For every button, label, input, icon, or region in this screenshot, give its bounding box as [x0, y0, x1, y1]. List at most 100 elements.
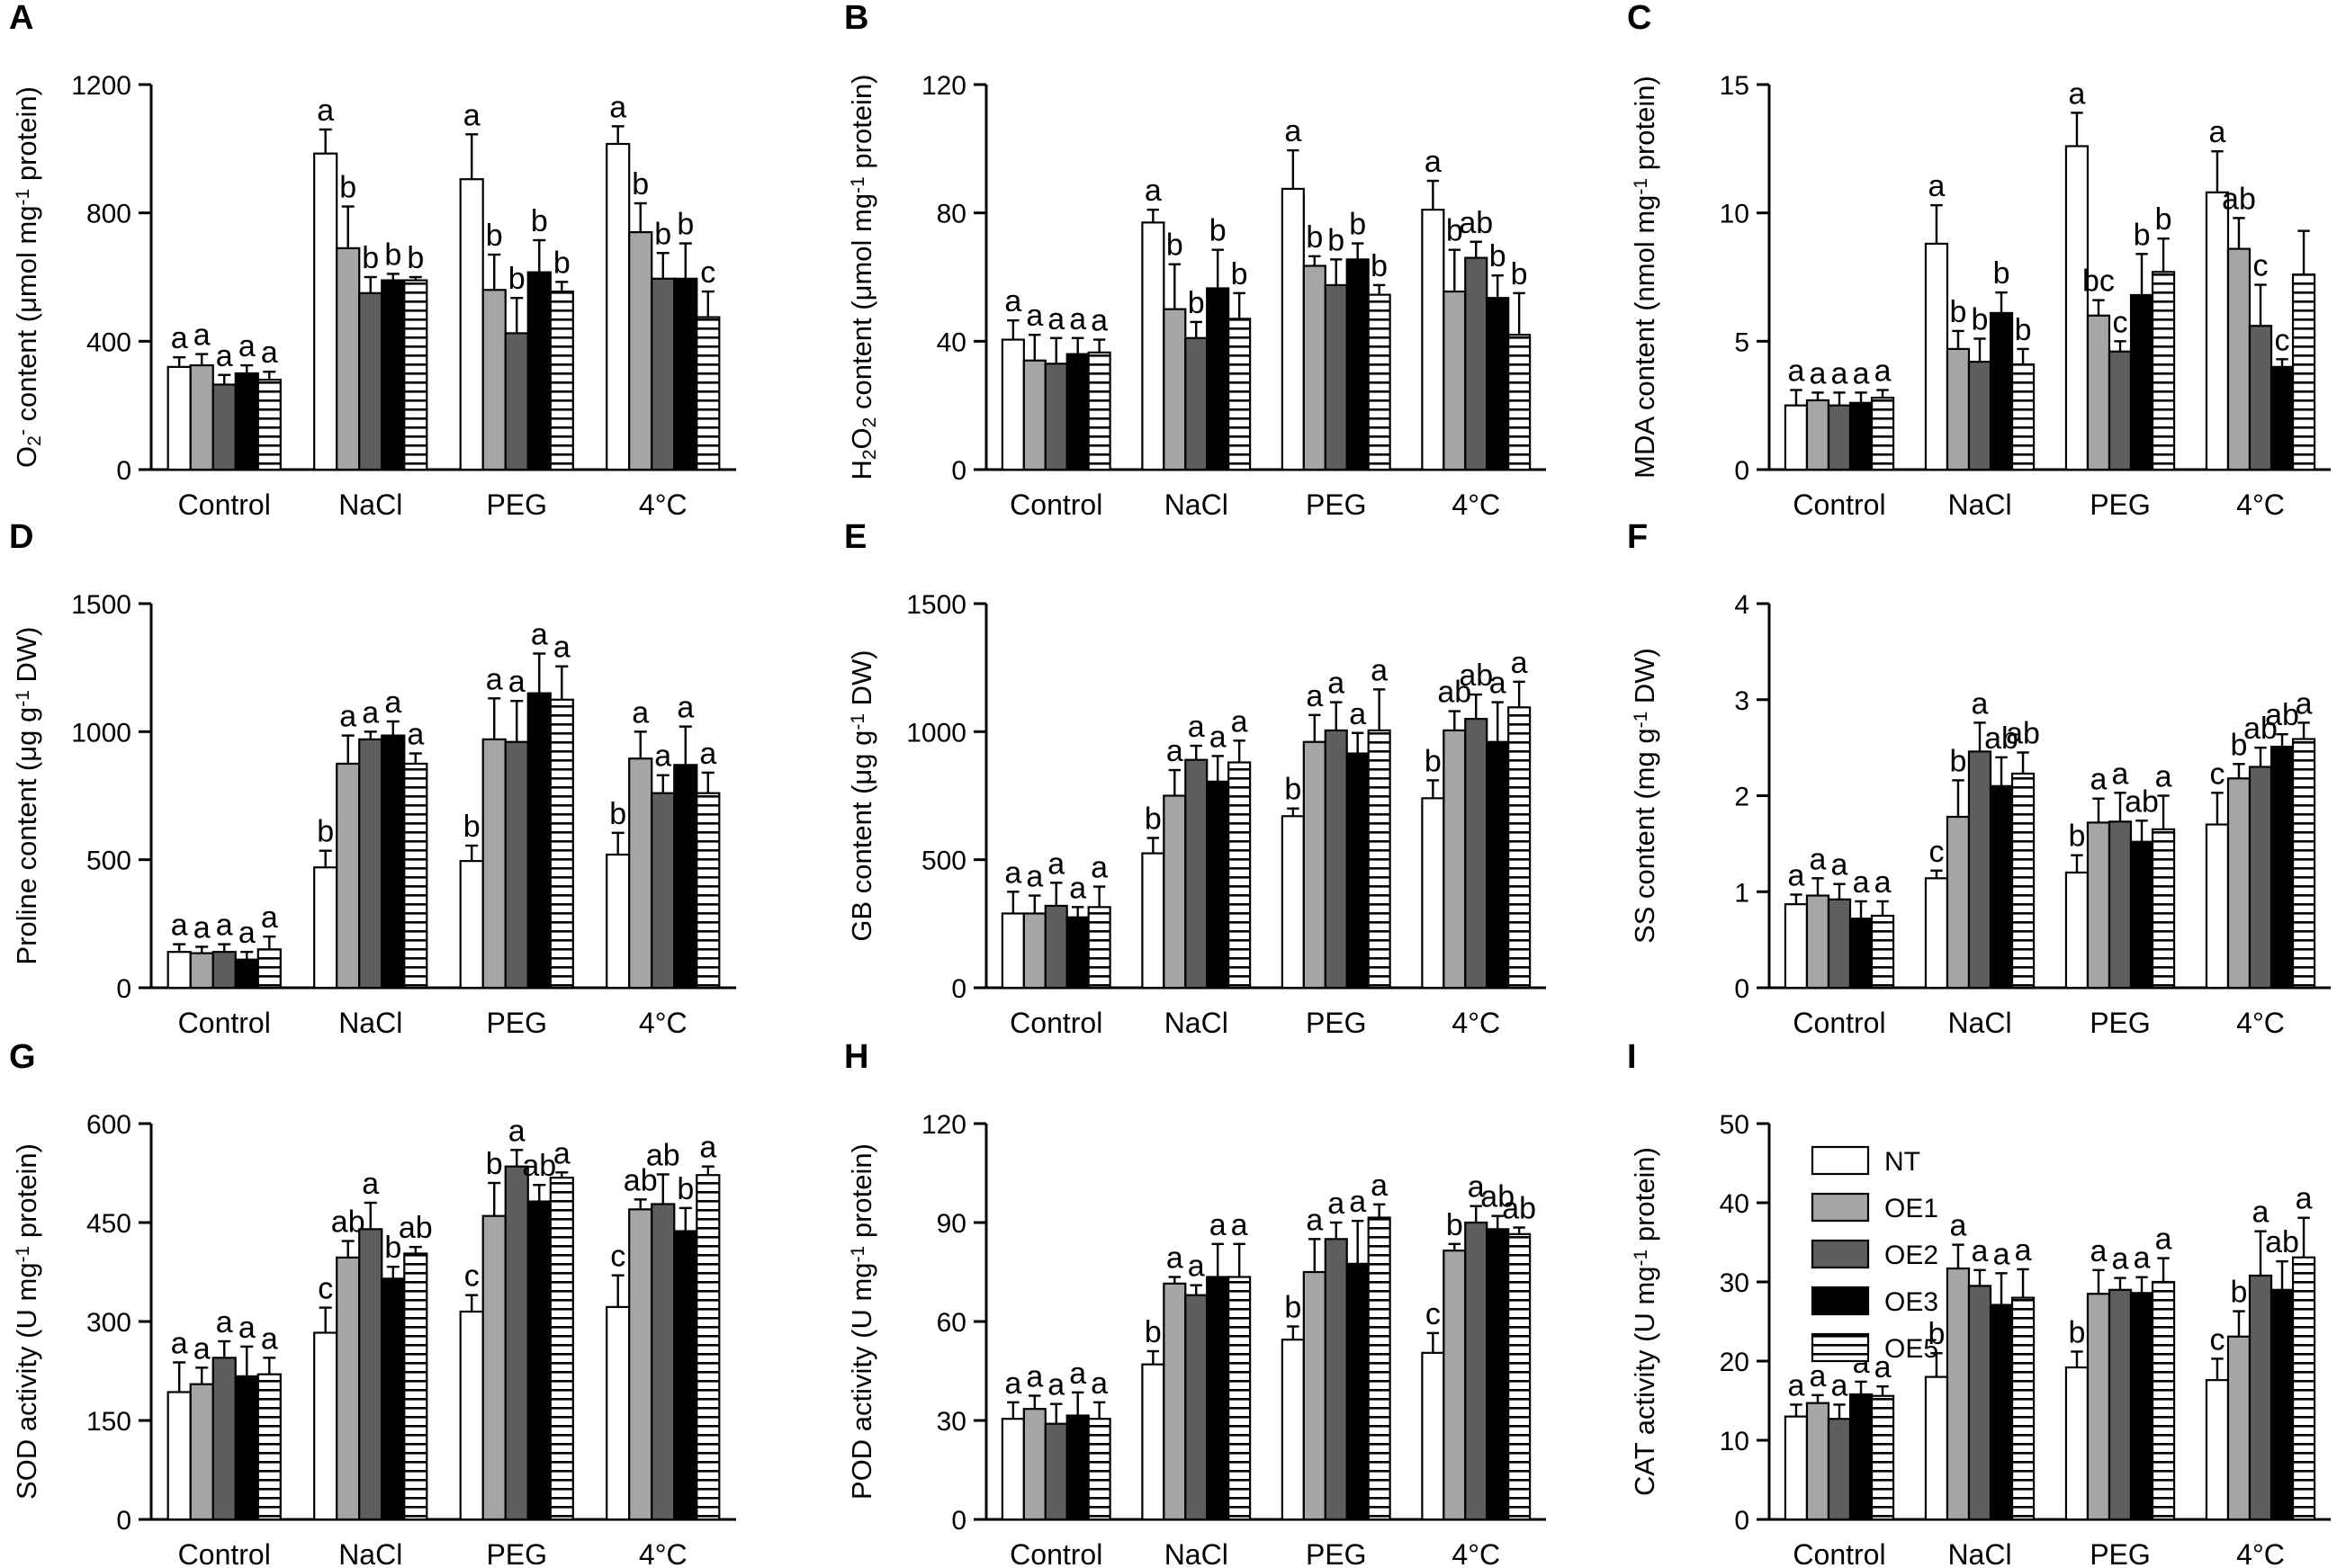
significance-letter: b: [362, 241, 379, 275]
bar-oe2: [651, 277, 676, 471]
bar-oe2: [1044, 363, 1068, 471]
significance-letter: b: [508, 262, 526, 296]
bar-nt: [606, 853, 631, 990]
significance-letter: c: [2275, 323, 2290, 357]
x-category-label: 4°C: [2236, 488, 2285, 521]
bar-oe1: [2086, 314, 2111, 471]
bar-oe5: [2151, 1280, 2176, 1521]
significance-letter: a: [463, 98, 481, 132]
significance-letter: c: [1928, 835, 1944, 869]
bar-nt: [1141, 852, 1165, 990]
significance-letter: a: [1787, 858, 1804, 892]
significance-letter: b: [654, 217, 671, 251]
panel-letter: A: [9, 0, 33, 37]
bar-oe2: [1464, 256, 1488, 471]
bar-oe5: [256, 379, 282, 471]
bar-oe5: [1870, 1394, 1895, 1521]
significance-letter: a: [1787, 1368, 1804, 1402]
significance-letter: a: [216, 909, 233, 943]
bar-nt: [1924, 242, 1949, 471]
bar-nt: [1001, 338, 1025, 471]
significance-letter: a: [1853, 865, 1870, 900]
bar-nt: [1784, 404, 1809, 471]
significance-letter: b: [317, 815, 334, 849]
significance-letter: c: [318, 1272, 333, 1306]
significance-letter: b: [677, 1172, 694, 1206]
significance-letter: b: [1446, 1208, 1463, 1242]
bar-oe1: [336, 1256, 361, 1521]
bar-oe1: [1302, 264, 1326, 471]
y-tick-label: 0: [951, 1506, 966, 1536]
significance-letter: b: [1511, 257, 1528, 291]
y-axis-title-part: content (μmol mg: [846, 193, 877, 417]
x-category-label: 4°C: [639, 488, 688, 521]
panel-letter: G: [9, 1038, 36, 1076]
significance-letter: b: [2231, 728, 2248, 762]
y-axis-title-part: -1: [13, 1246, 33, 1263]
legend-label-oe5: OE5: [1884, 1334, 1938, 1364]
significance-letter: b: [1993, 256, 2010, 291]
bar-oe3: [381, 734, 406, 990]
y-tick-label: 80: [937, 200, 966, 229]
x-category-label: 4°C: [2236, 1538, 2285, 1568]
y-tick-label: 10: [1720, 200, 1749, 229]
significance-letter: a: [553, 1136, 571, 1170]
y-axis-title-part: 2: [24, 435, 45, 446]
bar-nt: [2064, 871, 2090, 990]
y-axis-title-part: -1: [1631, 1250, 1651, 1267]
bar-oe3: [1065, 916, 1090, 990]
x-category-label: 4°C: [1452, 1538, 1500, 1568]
x-category-label: PEG: [1306, 1538, 1367, 1568]
bar-oe2: [1827, 1418, 1852, 1521]
y-axis-title-part: MDA content (nmol mg: [1629, 195, 1660, 479]
panel-letter: F: [1627, 518, 1648, 556]
x-category-label: Control: [1793, 488, 1885, 521]
significance-letter: b: [486, 1147, 503, 1181]
bar-oe2: [1967, 361, 1992, 471]
significance-letter: a: [1026, 299, 1043, 333]
significance-letter: a: [1069, 871, 1086, 905]
significance-letter: b: [384, 237, 401, 272]
bar-oe3: [1989, 311, 2014, 471]
bar-oe3: [2270, 365, 2295, 471]
significance-letter: a: [2112, 757, 2129, 791]
y-axis-title-part: -1: [848, 713, 868, 730]
bar-oe2: [2108, 1288, 2133, 1521]
significance-letter: ab: [2222, 182, 2256, 216]
significance-letter: b: [2068, 1315, 2085, 1349]
significance-letter: b: [1349, 208, 1366, 242]
significance-letter: c: [1425, 1297, 1441, 1331]
significance-letter: c: [700, 255, 715, 290]
bar-nt: [2205, 823, 2230, 990]
significance-letter: a: [1327, 667, 1344, 701]
bar-oe5: [549, 290, 574, 471]
significance-letter: b: [1446, 214, 1463, 248]
bar-oe3: [2129, 1292, 2154, 1521]
panel-I: I 0 10 20 30 40 50 CAT activity (U mg-1 protein…: [1627, 1038, 2331, 1568]
bar-oe2: [504, 740, 529, 990]
y-tick-label: 10: [1720, 1427, 1749, 1456]
bar-oe1: [1022, 1408, 1047, 1521]
y-axis-title-part: H: [846, 460, 877, 479]
bar-oe2: [2248, 325, 2273, 471]
significance-letter: ab: [624, 1163, 658, 1197]
significance-letter: a: [1091, 304, 1108, 338]
y-axis-title: POD activity (U mg-1 protein): [846, 1143, 877, 1500]
bar-oe1: [1302, 740, 1326, 990]
y-tick-label: 0: [116, 456, 131, 486]
bar-oe1: [1946, 815, 1971, 990]
significance-letter: b: [609, 797, 626, 831]
bar-oe3: [526, 692, 552, 990]
y-axis-title-part: -1: [13, 189, 33, 206]
significance-letter: a: [654, 739, 671, 774]
significance-letter: a: [2296, 1182, 2313, 1216]
significance-letter: a: [238, 329, 256, 363]
y-axis-title: CAT activity (U mg-1 protein): [1629, 1147, 1660, 1496]
bar-oe3: [381, 279, 406, 471]
significance-letter: a: [2112, 1242, 2129, 1277]
bar-oe1: [189, 363, 214, 471]
bar-oe3: [1206, 780, 1230, 990]
bar-oe1: [1946, 347, 1971, 471]
x-category-label: PEG: [2090, 488, 2151, 521]
